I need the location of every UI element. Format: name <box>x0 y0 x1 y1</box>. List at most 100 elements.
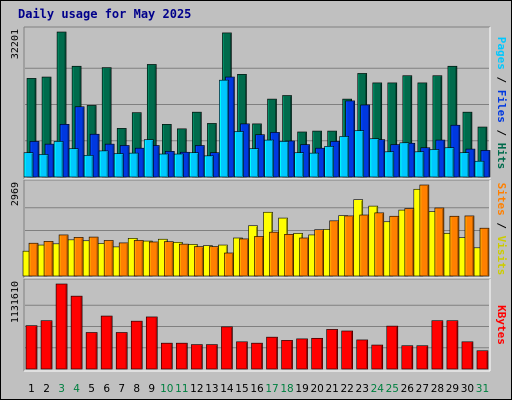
legend-top: Pages / Files / Hits <box>495 37 508 170</box>
sites-bar <box>344 215 354 277</box>
x-axis-day-label: 27 <box>416 383 429 395</box>
kbytes-bar <box>55 283 68 370</box>
sites-bar <box>73 237 84 277</box>
legend-middle: Sites / Visits <box>495 183 508 276</box>
sites-bar <box>389 215 400 277</box>
sites-bar <box>449 215 460 277</box>
x-axis-day-label: 6 <box>103 383 110 395</box>
sites-bar <box>194 246 204 277</box>
pages-bar <box>204 155 214 178</box>
kbytes-bar <box>236 341 248 370</box>
pages-bar <box>279 141 289 178</box>
legend-separator: / <box>495 123 508 143</box>
pages-bar <box>128 152 139 178</box>
pages-bar <box>444 147 455 178</box>
kbytes-bar <box>25 325 38 370</box>
x-axis-day-label: 24 <box>371 383 385 395</box>
x-axis-day-label: 14 <box>220 383 234 395</box>
sites-bar <box>224 252 234 277</box>
x-axis-day-label: 18 <box>280 383 293 395</box>
x-axis-day-label: 11 <box>175 383 188 395</box>
x-axis-day-label: 4 <box>73 383 80 395</box>
sites-bar <box>434 207 445 277</box>
pages-bar <box>219 79 229 178</box>
pages-bar <box>354 130 365 178</box>
x-axis-day-label: 12 <box>190 383 203 395</box>
kbytes-bar <box>176 342 188 370</box>
x-axis-day-label: 28 <box>431 383 444 395</box>
x-axis-day-label: 19 <box>295 383 308 395</box>
sites-bar <box>479 227 490 277</box>
kbytes-bar <box>281 340 293 370</box>
kbytes-bar <box>40 320 53 370</box>
panel-3-ymax-label: 1131610 <box>10 281 21 323</box>
x-axis-day-label: 29 <box>446 383 459 395</box>
kbytes-bar <box>100 315 113 370</box>
sites-bar <box>209 246 219 277</box>
legend-sites: Sites <box>495 183 508 216</box>
pages-bar <box>68 148 79 178</box>
legend-hits: Hits <box>495 143 508 170</box>
x-axis-day-label: 17 <box>265 383 278 395</box>
kbytes-bar <box>206 344 218 370</box>
x-axis-day-label: 10 <box>160 383 173 395</box>
sites-bar <box>88 236 99 277</box>
kbytes-bar <box>311 337 323 370</box>
legend-files: Files <box>495 90 508 123</box>
sites-bar <box>103 240 114 277</box>
kbytes-bar <box>371 344 384 370</box>
sites-bar <box>419 184 430 277</box>
kbytes-bar <box>386 325 399 370</box>
pages-bar <box>474 160 485 178</box>
pages-bar <box>38 154 49 178</box>
legend-bottom: KBytes <box>495 305 508 345</box>
kbytes-bar <box>251 342 263 370</box>
kbytes-bar <box>446 320 459 370</box>
kbytes-bar <box>130 320 143 370</box>
sites-bar <box>464 215 475 277</box>
kbytes-bar <box>145 316 158 370</box>
panel-1-ymax-label: 32201 <box>10 29 21 59</box>
pages-bar <box>23 152 34 178</box>
x-axis-day-label: 1 <box>28 383 35 395</box>
x-axis-day-label: 22 <box>341 383 354 395</box>
x-axis-day-label: 2 <box>43 383 50 395</box>
sites-bar <box>359 214 370 277</box>
x-axis-day-label: 15 <box>235 383 248 395</box>
pages-bar <box>98 150 109 178</box>
x-axis-day-label: 9 <box>148 383 155 395</box>
legend-kbytes: KBytes <box>495 305 508 345</box>
kbytes-bar <box>221 326 233 370</box>
pages-bar <box>143 139 154 178</box>
pages-bar <box>339 136 349 178</box>
pages-bar <box>249 148 259 178</box>
pages-bar <box>264 139 274 178</box>
files-bar <box>74 106 85 178</box>
sites-bar <box>299 237 309 277</box>
sites-bar <box>254 236 264 277</box>
x-axis-day-label: 21 <box>325 383 338 395</box>
pages-bar <box>324 146 334 178</box>
kbytes-bar <box>326 329 338 370</box>
pages-bar <box>414 151 425 178</box>
sites-bar <box>179 243 189 277</box>
kbytes-bar <box>115 332 128 370</box>
sites-bar <box>43 241 54 277</box>
sites-bar <box>118 242 129 277</box>
kbytes-bar <box>70 295 83 370</box>
pages-bar <box>399 142 410 178</box>
sites-bar <box>314 229 324 277</box>
x-axis-day-label: 5 <box>88 383 95 395</box>
panel-2-ymax-label: 2969 <box>10 182 21 206</box>
kbytes-bar <box>431 320 444 370</box>
pages-bar <box>83 155 94 178</box>
sites-bar <box>404 208 415 277</box>
pages-bar <box>234 131 244 178</box>
kbytes-bar <box>191 344 203 370</box>
pages-bar <box>369 138 380 178</box>
pages-bar <box>309 152 319 178</box>
kbytes-bar <box>341 330 353 370</box>
sites-bar <box>284 234 294 277</box>
pages-bar <box>429 149 440 178</box>
